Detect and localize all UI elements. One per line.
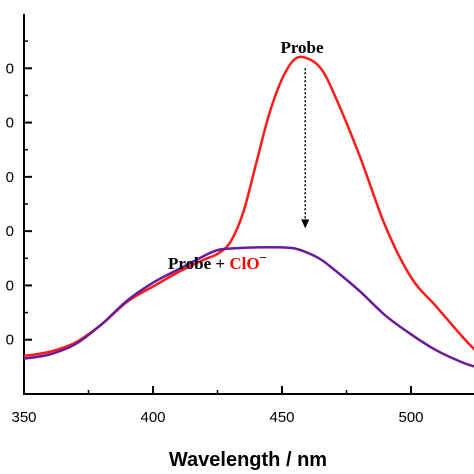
probe-series-line xyxy=(24,55,474,358)
x-axis-ticks: 350 400 450 500 xyxy=(11,386,424,426)
y-tick-label: 0 xyxy=(6,277,14,294)
y-tick-label: 0 xyxy=(6,332,14,349)
clo-text: ClO xyxy=(229,254,259,273)
probe-clo-series-line xyxy=(24,246,474,368)
x-tick-label: 500 xyxy=(398,409,423,426)
probe-label: Probe xyxy=(280,38,324,57)
probe-plus-text: Probe + xyxy=(168,254,229,273)
x-tick-label: 450 xyxy=(269,409,294,426)
y-tick-label: 0 xyxy=(6,169,14,186)
y-tick-label: 0 xyxy=(6,115,14,132)
probe-clo-label: Probe + ClO− xyxy=(168,250,267,273)
y-tick-label: 0 xyxy=(6,223,14,240)
x-axis-title: Wavelength / nm xyxy=(169,449,327,471)
x-tick-label: 350 xyxy=(11,409,36,426)
quench-arrow-head xyxy=(301,219,310,229)
plot-area: Probe Probe + ClO− xyxy=(23,14,474,395)
x-tick-label: 400 xyxy=(140,409,165,426)
y-tick-label: 0 xyxy=(6,60,14,77)
charge-superscript: − xyxy=(260,250,267,265)
series-group xyxy=(24,55,474,368)
y-axis-ticks: 0 0 0 0 0 0 xyxy=(6,40,32,349)
